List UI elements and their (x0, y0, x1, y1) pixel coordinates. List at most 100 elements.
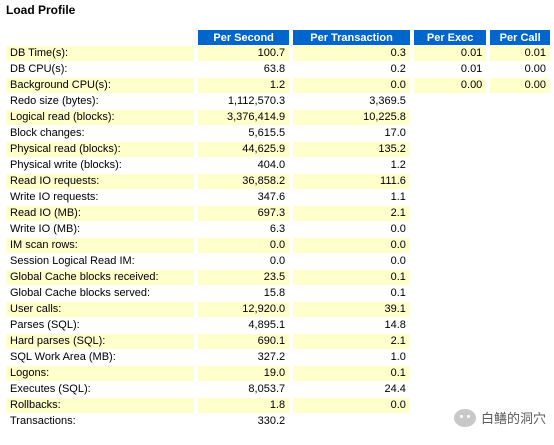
table-row: Redo size (bytes): 1,112,570.3 3,369.5 (6, 93, 554, 109)
cell-per-second: 697.3 (198, 205, 294, 221)
table-row: Session Logical Read IM: 0.0 0.0 (6, 253, 554, 269)
table-row: Transactions: 330.2 (6, 413, 554, 429)
cell-per-transaction: 0.2 (293, 61, 414, 77)
cell-per-second: 100.7 (198, 45, 294, 61)
cell-per-exec (413, 333, 491, 349)
table-row: User calls: 12,920.0 39.1 (6, 301, 554, 317)
cell-per-exec (413, 141, 491, 157)
row-label: Rollbacks: (6, 397, 199, 413)
cell-per-call (490, 173, 554, 189)
cell-per-call (490, 93, 554, 109)
cell-per-transaction (293, 413, 414, 429)
table-row: Global Cache blocks served: 15.8 0.1 (6, 285, 554, 301)
cell-per-transaction: 1.1 (293, 189, 414, 205)
row-label: Read IO (MB): (6, 205, 199, 221)
cell-per-second: 23.5 (198, 269, 294, 285)
table-row: Physical read (blocks): 44,625.9 135.2 (6, 141, 554, 157)
cell-per-transaction: 2.1 (293, 205, 414, 221)
column-header-per-second: Per Second (198, 30, 294, 45)
cell-per-call (490, 253, 554, 269)
cell-per-transaction: 3,369.5 (293, 93, 414, 109)
cell-per-exec (413, 109, 491, 125)
cell-per-second: 19.0 (198, 365, 294, 381)
cell-per-second: 404.0 (198, 157, 294, 173)
cell-per-call (490, 141, 554, 157)
cell-per-transaction: 1.0 (293, 349, 414, 365)
row-label: Redo size (bytes): (6, 93, 199, 109)
column-header-per-transaction: Per Transaction (293, 30, 414, 45)
table-row: Read IO (MB): 697.3 2.1 (6, 205, 554, 221)
table-row: Block changes: 5,615.5 17.0 (6, 125, 554, 141)
cell-per-exec (413, 93, 491, 109)
row-label: Logical read (blocks): (6, 109, 199, 125)
cell-per-call (490, 109, 554, 125)
cell-per-exec: 0.01 (413, 61, 491, 77)
cell-per-exec (413, 221, 491, 237)
cell-per-second: 44,625.9 (198, 141, 294, 157)
cell-per-transaction: 0.0 (293, 253, 414, 269)
cell-per-transaction: 0.0 (293, 77, 414, 93)
row-label: Read IO requests: (6, 173, 199, 189)
cell-per-transaction: 135.2 (293, 141, 414, 157)
table-row: Logons: 19.0 0.1 (6, 365, 554, 381)
cell-per-transaction: 0.1 (293, 365, 414, 381)
page-title: Load Profile (6, 3, 76, 17)
row-label: Background CPU(s): (6, 77, 199, 93)
cell-per-exec (413, 317, 491, 333)
cell-per-transaction: 0.0 (293, 221, 414, 237)
row-label: Executes (SQL): (6, 381, 199, 397)
row-label: Logons: (6, 365, 199, 381)
cell-per-transaction: 14.8 (293, 317, 414, 333)
cell-per-call: 0.00 (490, 61, 554, 77)
load-profile-table: Per Second Per Transaction Per Exec Per … (6, 30, 554, 429)
wechat-icon (453, 408, 476, 427)
cell-per-second: 327.2 (198, 349, 294, 365)
table-row: Write IO requests: 347.6 1.1 (6, 189, 554, 205)
table-row: Background CPU(s): 1.2 0.0 0.00 0.00 (6, 77, 554, 93)
cell-per-call: 0.00 (490, 77, 554, 93)
cell-per-second: 1,112,570.3 (198, 93, 294, 109)
row-label: Physical write (blocks): (6, 157, 199, 173)
cell-per-second: 4,895.1 (198, 317, 294, 333)
cell-per-call (490, 333, 554, 349)
cell-per-call (490, 413, 554, 429)
cell-per-second: 690.1 (198, 333, 294, 349)
row-label: Physical read (blocks): (6, 141, 199, 157)
watermark: 白鳝的洞穴 (453, 408, 546, 427)
table-row: Executes (SQL): 8,053.7 24.4 (6, 381, 554, 397)
cell-per-second: 1.2 (198, 77, 294, 93)
cell-per-call (490, 397, 554, 413)
cell-per-second: 8,053.7 (198, 381, 294, 397)
table-header-row: Per Second Per Transaction Per Exec Per … (6, 30, 554, 45)
cell-per-exec (413, 173, 491, 189)
cell-per-exec (413, 253, 491, 269)
cell-per-transaction: 24.4 (293, 381, 414, 397)
cell-per-second: 36,858.2 (198, 173, 294, 189)
cell-per-call (490, 285, 554, 301)
cell-per-call: 0.01 (490, 45, 554, 61)
cell-per-transaction: 17.0 (293, 125, 414, 141)
row-label: Parses (SQL): (6, 317, 199, 333)
cell-per-call (490, 237, 554, 253)
cell-per-transaction: 111.6 (293, 173, 414, 189)
table-row: DB Time(s): 100.7 0.3 0.01 0.01 (6, 45, 554, 61)
row-label: User calls: (6, 301, 199, 317)
row-label: DB Time(s): (6, 45, 199, 61)
cell-per-transaction: 0.1 (293, 269, 414, 285)
cell-per-call (490, 221, 554, 237)
table-row: Read IO requests: 36,858.2 111.6 (6, 173, 554, 189)
cell-per-call (490, 381, 554, 397)
table-row: IM scan rows: 0.0 0.0 (6, 237, 554, 253)
table-row: SQL Work Area (MB): 327.2 1.0 (6, 349, 554, 365)
cell-per-call (490, 125, 554, 141)
cell-per-transaction: 2.1 (293, 333, 414, 349)
table-row: Global Cache blocks received: 23.5 0.1 (6, 269, 554, 285)
cell-per-exec (413, 205, 491, 221)
table-row: DB CPU(s): 63.8 0.2 0.01 0.00 (6, 61, 554, 77)
cell-per-call (490, 269, 554, 285)
table-row: Logical read (blocks): 3,376,414.9 10,225.… (6, 109, 554, 125)
row-label: Write IO (MB): (6, 221, 199, 237)
table-row: Hard parses (SQL): 690.1 2.1 (6, 333, 554, 349)
row-label: Transactions: (6, 413, 199, 429)
cell-per-exec (413, 365, 491, 381)
